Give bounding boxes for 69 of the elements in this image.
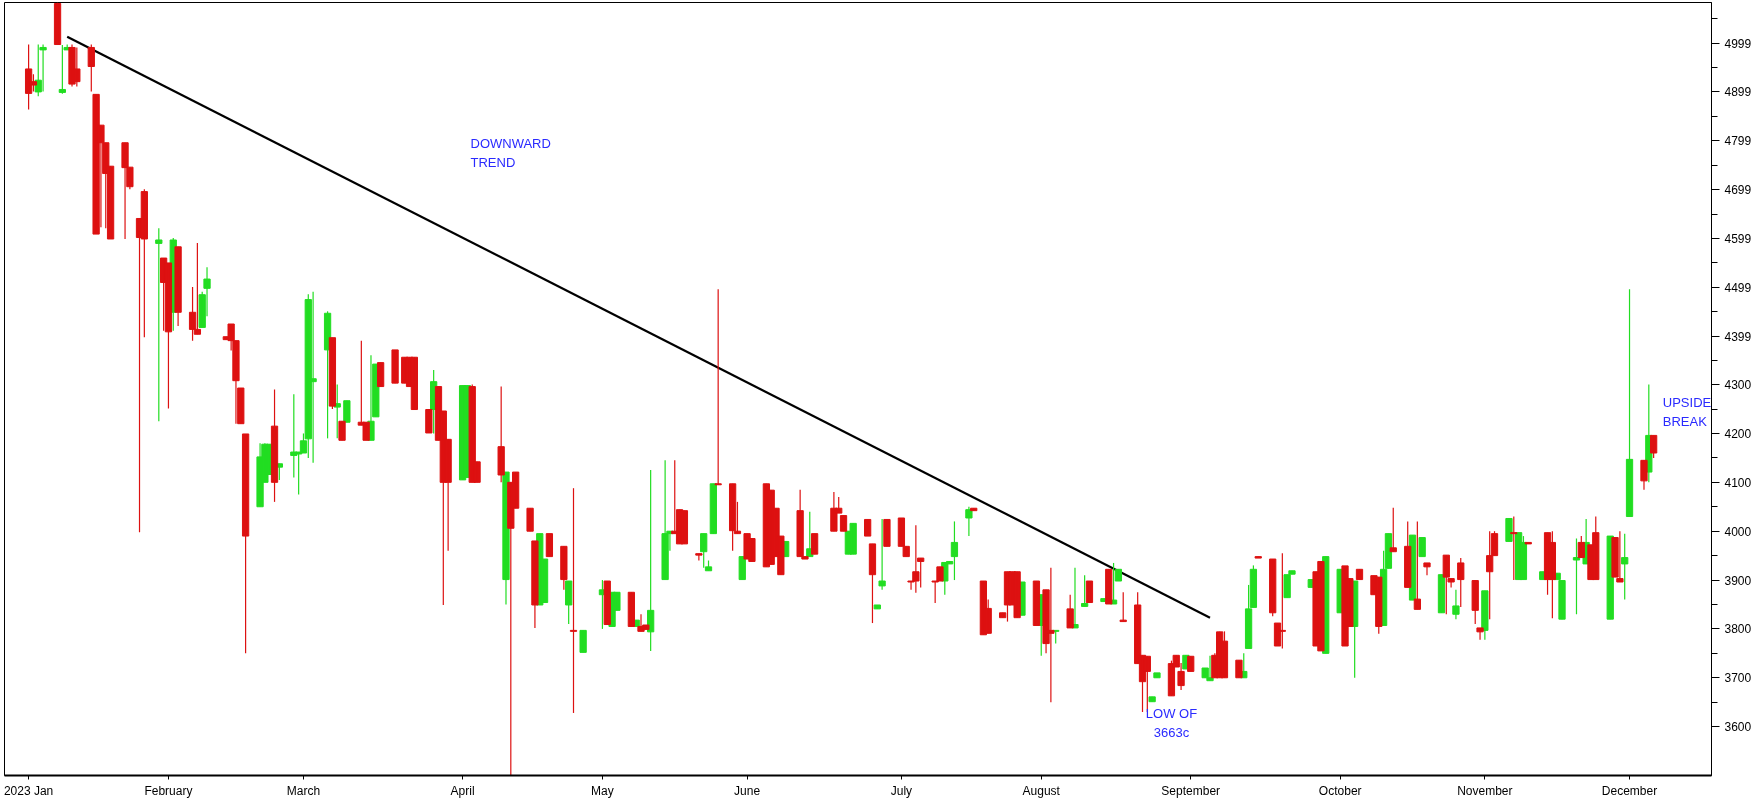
x-tick-label: August	[1022, 783, 1061, 798]
candlestick	[338, 420, 346, 441]
candlestick	[1119, 591, 1127, 623]
y-tick-label: 4100	[1724, 475, 1752, 490]
y-tick-label: 3700	[1724, 671, 1752, 686]
candlestick	[680, 510, 689, 545]
candlestick	[738, 556, 746, 581]
x-tick-label: September	[1161, 783, 1221, 798]
y-tick-label: 4300	[1724, 378, 1752, 393]
candlestick	[1389, 507, 1397, 553]
candlestick	[1572, 537, 1581, 615]
candlestick	[545, 533, 554, 558]
x-tick-label: March	[286, 783, 321, 798]
y-tick-label: 4399	[1724, 329, 1752, 344]
y-tick-label: 4000	[1724, 524, 1752, 539]
candlestick	[1355, 568, 1364, 581]
candlestick	[810, 533, 819, 555]
x-tick-label: November	[1457, 783, 1513, 798]
annotation: UPSIDE BREAK	[1662, 394, 1712, 430]
candlestick	[1085, 580, 1094, 604]
x-tick-label: October	[1318, 783, 1362, 798]
x-tick-label: May	[591, 783, 614, 798]
candlestick	[849, 522, 857, 555]
candlestick	[1066, 594, 1074, 629]
candlestick	[425, 409, 433, 434]
y-tick-label: 4599	[1724, 232, 1752, 246]
candlestick	[1153, 672, 1161, 679]
y-tick-label: 4799	[1724, 134, 1752, 149]
y-tick-label: 4499	[1724, 280, 1752, 295]
y-tick-label: 4999	[1724, 36, 1752, 51]
y-tick-label: 3900	[1724, 573, 1752, 588]
candlestick	[1148, 696, 1156, 703]
x-tick-label: June	[734, 783, 761, 798]
y-tick-label: 4200	[1724, 426, 1752, 441]
candlestick	[155, 227, 163, 422]
x-tick-label: February	[144, 783, 193, 798]
candlestick	[695, 553, 703, 562]
candlestick	[1457, 557, 1465, 608]
candlestick	[526, 507, 534, 532]
candlestick	[376, 362, 385, 388]
candlestick	[1621, 533, 1629, 601]
y-tick-label: 3800	[1724, 622, 1752, 637]
candlestick	[714, 288, 722, 486]
annotation: DOWNWARD TREND	[470, 135, 551, 170]
candlestick	[883, 518, 891, 547]
candlestick	[878, 518, 886, 591]
candlestick	[497, 385, 505, 483]
y-tick-label: 4899	[1724, 85, 1752, 100]
x-tick-label: April	[450, 783, 475, 798]
annotation: LOW OF 3663c	[1145, 705, 1198, 741]
candlestick	[579, 629, 587, 653]
y-tick-label: 3600	[1724, 720, 1752, 735]
candlestick	[391, 349, 399, 384]
candlestick	[569, 487, 578, 714]
candlestick	[1471, 579, 1479, 625]
candlestick	[1437, 574, 1446, 614]
candlestick	[1423, 562, 1431, 576]
x-tick-label: July	[890, 783, 913, 798]
candlestick	[1418, 537, 1426, 558]
candlestick	[1105, 568, 1113, 605]
candlestick	[709, 483, 717, 535]
x-tick-label: December	[1601, 783, 1658, 798]
candlestick	[1235, 659, 1243, 679]
candlestick	[1510, 515, 1518, 581]
candlestick	[343, 400, 351, 423]
y-tick-label: 4699	[1724, 183, 1752, 198]
candlestick	[1524, 541, 1532, 545]
x-tick-label: 2023 Jan	[3, 783, 54, 798]
candlestick	[970, 507, 978, 512]
